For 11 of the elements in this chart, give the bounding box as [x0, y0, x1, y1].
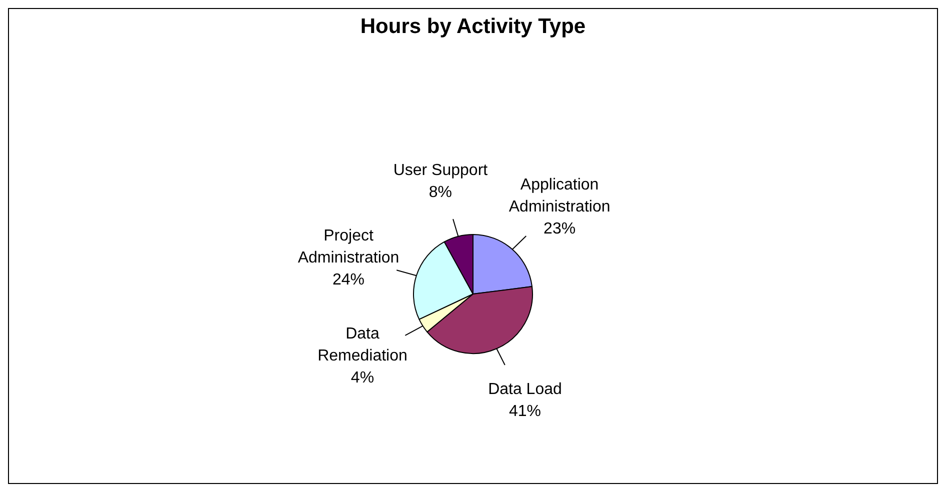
data-label: 41% — [508, 402, 541, 420]
chart-title: Hours by Activity Type — [359, 14, 587, 40]
slice-label: Project Administration — [298, 228, 400, 267]
slice-label: User Support — [393, 162, 488, 180]
data-label: 8% — [428, 184, 452, 202]
slice-label: Data Load — [488, 380, 562, 398]
slice-label: Data Remediation — [318, 326, 408, 365]
data-label: 23% — [544, 220, 576, 238]
data-label: 4% — [350, 370, 374, 387]
data-label: 24% — [332, 272, 365, 289]
slice-label: Application Administration — [508, 176, 610, 216]
